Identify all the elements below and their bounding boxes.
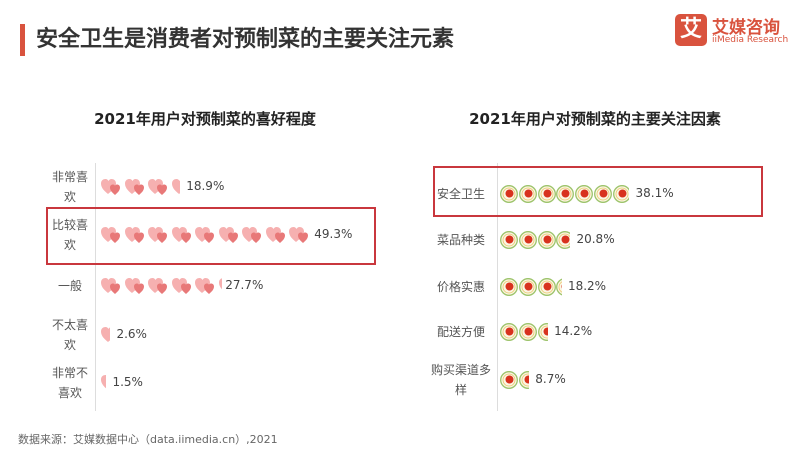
plate-icon: [518, 278, 537, 296]
heart-icon: [171, 277, 192, 295]
heart-icon: [218, 277, 222, 295]
category-label: 配送方便: [436, 325, 485, 339]
right-chart-title: 2021年用户对预制菜的主要关注因素: [469, 110, 721, 128]
page-title: 安全卫生是消费者对预制菜的主要关注元素: [36, 27, 455, 52]
plate-icon: [537, 231, 556, 249]
heart-icon: [124, 226, 145, 244]
category-label: 比较喜欢: [51, 218, 88, 252]
plate-icon: [500, 323, 518, 341]
value-label: 2.6%: [116, 327, 147, 341]
value-label: 8.7%: [535, 372, 566, 386]
heart-icon: [101, 374, 107, 392]
heart-icon: [124, 178, 145, 196]
category-label: 菜品种类: [436, 233, 485, 247]
plate-icon: [594, 185, 612, 203]
heart-icon: [148, 178, 168, 196]
value-label: 27.7%: [225, 278, 264, 292]
heart-icon: [148, 277, 168, 295]
value-label: 18.9%: [186, 179, 225, 193]
heart-icon: [242, 226, 262, 244]
value-label: 18.2%: [567, 279, 607, 293]
logo-mark: 艾: [675, 14, 707, 46]
plate-icon: [537, 323, 549, 341]
logo-subtext: iiMedia Research: [712, 35, 789, 45]
value-label: 1.5%: [112, 375, 143, 389]
plate-icon: [500, 371, 518, 389]
plate-icon: [518, 231, 537, 249]
logo-text: 艾媒咨询: [712, 18, 780, 38]
category-label: 非常不喜欢: [51, 366, 88, 400]
heart-icon: [218, 226, 239, 244]
left-axis: [95, 163, 96, 411]
heart-icon: [101, 226, 121, 244]
category-label: 安全卫生: [436, 187, 485, 201]
heart-icon: [101, 277, 121, 295]
heart-icon: [195, 277, 215, 295]
plate-icon: [575, 185, 594, 203]
plate-icon: [556, 278, 562, 296]
right-highlight-box: [433, 166, 763, 217]
plate-icon: [612, 185, 630, 203]
plate-icon: [556, 185, 575, 203]
title-accent-bar: [20, 24, 25, 56]
heart-icon: [101, 326, 111, 344]
value-label: 14.2%: [554, 324, 593, 338]
plate-icon: [537, 185, 556, 203]
category-label: 价格实惠: [436, 280, 485, 294]
heart-icon: [171, 178, 181, 196]
plate-icon: [518, 185, 537, 203]
heart-icon: [289, 226, 308, 244]
source-note: 数据来源：艾媒数据中心（data.iimedia.cn）,2021: [18, 433, 278, 446]
plate-icon: [500, 278, 518, 296]
plate-icon: [537, 278, 556, 296]
heart-icon: [171, 226, 192, 244]
category-label: 非常喜欢: [51, 170, 88, 204]
heart-icon: [148, 226, 168, 244]
plate-icon: [518, 323, 537, 341]
plate-icon: [500, 231, 518, 249]
heart-icon: [265, 226, 286, 244]
left-highlight-box: [46, 207, 376, 265]
right-axis: [497, 163, 498, 411]
category-label: 一般: [57, 279, 82, 293]
category-label: 不太喜欢: [51, 318, 88, 352]
heart-icon: [195, 226, 215, 244]
plate-icon: [556, 231, 571, 249]
value-label: 38.1%: [635, 186, 674, 200]
value-label: 20.8%: [576, 232, 615, 246]
heart-icon: [101, 178, 121, 196]
plate-icon: [518, 371, 530, 389]
left-chart-title: 2021年用户对预制菜的喜好程度: [94, 110, 316, 128]
value-label: 49.3%: [314, 227, 353, 241]
plate-icon: [500, 185, 518, 203]
heart-icon: [124, 277, 145, 295]
category-label: 购买渠道多样: [430, 363, 491, 397]
